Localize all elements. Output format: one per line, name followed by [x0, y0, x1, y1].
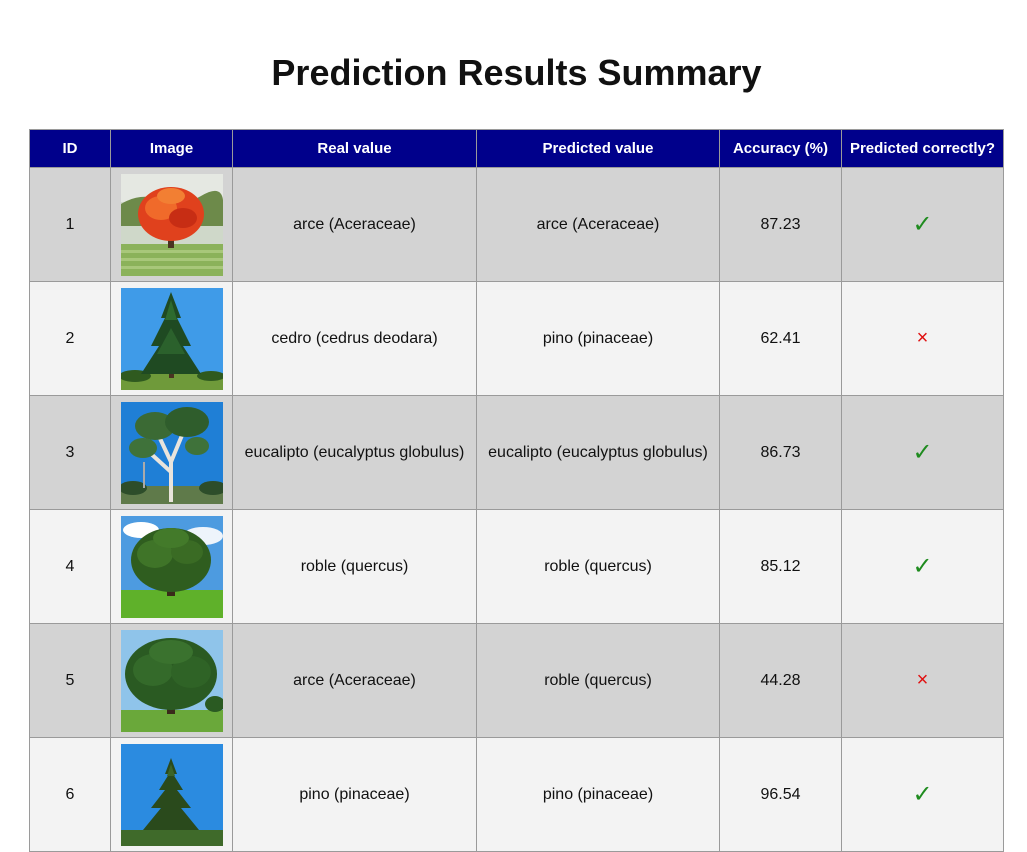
cell-real-value: arce (Aceraceae) [232, 167, 477, 282]
cell-image [110, 623, 233, 738]
cell-accuracy: 62.41 [719, 281, 842, 396]
cell-predicted-correctly: × [841, 281, 1004, 396]
oak-tree-image [120, 515, 223, 618]
cell-id: 2 [29, 281, 111, 396]
cell-predicted-correctly: ✓ [841, 509, 1004, 624]
cell-accuracy: 86.73 [719, 395, 842, 510]
cell-id: 4 [29, 509, 111, 624]
cell-image [110, 167, 233, 282]
table-header-row: ID Image Real value Predicted value Accu… [29, 129, 1004, 168]
eucalyptus-tree-image [120, 401, 223, 504]
column-header-id: ID [29, 129, 111, 168]
cell-predicted-value: arce (Aceraceae) [476, 167, 720, 282]
checkmark-icon: ✓ [912, 439, 933, 466]
cell-predicted-correctly: ✓ [841, 737, 1004, 852]
table-row: 1 arce (Aceraceae) arce [29, 167, 1004, 282]
cell-image [110, 281, 233, 396]
cell-image [110, 509, 233, 624]
maple-tree-image [120, 173, 223, 276]
cell-predicted-value: pino (pinaceae) [476, 281, 720, 396]
broadleaf-tree-image [120, 629, 223, 732]
checkmark-icon: ✓ [912, 211, 933, 238]
cell-real-value: eucalipto (eucalyptus globulus) [232, 395, 477, 510]
table-row: 6 pino (pinaceae) pino (pinaceae) 96.54 … [29, 737, 1004, 852]
checkmark-icon: ✓ [912, 553, 933, 580]
cell-image [110, 737, 233, 852]
column-header-predicted-correctly: Predicted correctly? [841, 129, 1004, 168]
cell-accuracy: 85.12 [719, 509, 842, 624]
cell-predicted-value: eucalipto (eucalyptus globulus) [476, 395, 720, 510]
results-table: ID Image Real value Predicted value Accu… [29, 129, 1004, 852]
cell-real-value: arce (Aceraceae) [232, 623, 477, 738]
cell-accuracy: 96.54 [719, 737, 842, 852]
cell-real-value: pino (pinaceae) [232, 737, 477, 852]
cell-real-value: roble (quercus) [232, 509, 477, 624]
cell-id: 6 [29, 737, 111, 852]
cell-accuracy: 87.23 [719, 167, 842, 282]
page-title: Prediction Results Summary [271, 52, 762, 93]
cell-real-value: cedro (cedrus deodara) [232, 281, 477, 396]
column-header-real-value: Real value [232, 129, 477, 168]
column-header-predicted-value: Predicted value [476, 129, 720, 168]
table-row: 5 arce (Aceraceae) roble (quercus) 44.28… [29, 623, 1004, 738]
table-row: 2 cedro (cedrus deodara) pino (pinaceae)… [29, 281, 1004, 396]
column-header-accuracy: Accuracy (%) [719, 129, 842, 168]
checkmark-icon: ✓ [912, 781, 933, 808]
table-row: 3 eucalipto (eucalyptus globulus) eucali… [29, 395, 1004, 510]
cell-predicted-correctly: × [841, 623, 1004, 738]
cell-id: 1 [29, 167, 111, 282]
cell-predicted-value: roble (quercus) [476, 509, 720, 624]
cross-icon: × [916, 327, 929, 349]
cell-predicted-value: pino (pinaceae) [476, 737, 720, 852]
column-header-image: Image [110, 129, 233, 168]
cell-predicted-value: roble (quercus) [476, 623, 720, 738]
cell-predicted-correctly: ✓ [841, 395, 1004, 510]
table-row: 4 roble (quercus) roble (quercus) 85.12 … [29, 509, 1004, 624]
cedar-tree-image [120, 287, 223, 390]
cell-predicted-correctly: ✓ [841, 167, 1004, 282]
pine-tree-image [120, 743, 223, 846]
cross-icon: × [916, 669, 929, 691]
cell-accuracy: 44.28 [719, 623, 842, 738]
cell-id: 3 [29, 395, 111, 510]
cell-id: 5 [29, 623, 111, 738]
cell-image [110, 395, 233, 510]
